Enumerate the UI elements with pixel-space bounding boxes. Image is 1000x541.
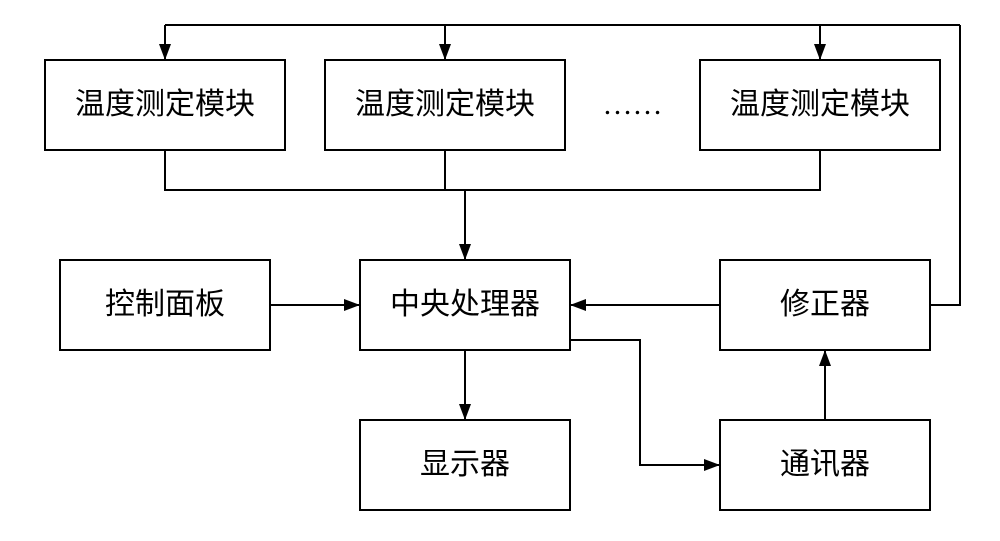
arrowhead [819,350,831,366]
label-cpu: 中央处理器 [390,288,540,321]
node-panel: 控制面板 [60,260,270,350]
node-dots: …… [603,88,663,121]
node-corr: 修正器 [720,260,930,350]
node-disp: 显示器 [360,420,570,510]
edge [445,150,465,190]
label-dots: …… [603,88,663,121]
label-temp3: 温度测定模块 [730,88,910,121]
arrowhead [814,44,826,60]
label-temp2: 温度测定模块 [355,88,535,121]
node-temp3: 温度测定模块 [700,60,940,150]
arrowhead [459,404,471,420]
label-disp: 显示器 [420,448,510,481]
edge [465,150,820,190]
label-temp1: 温度测定模块 [75,88,255,121]
arrowhead [159,44,171,60]
label-panel: 控制面板 [105,288,225,321]
node-comm: 通讯器 [720,420,930,510]
arrowhead [439,44,451,60]
arrowhead [344,299,360,311]
node-temp2: 温度测定模块 [325,60,565,150]
arrowhead [570,299,586,311]
label-comm: 通讯器 [780,448,870,481]
edge [165,150,465,190]
label-corr: 修正器 [780,288,870,321]
node-cpu: 中央处理器 [360,260,570,350]
node-temp1: 温度测定模块 [45,60,285,150]
arrowhead [704,459,720,471]
edge [570,340,720,465]
arrowhead [459,244,471,260]
